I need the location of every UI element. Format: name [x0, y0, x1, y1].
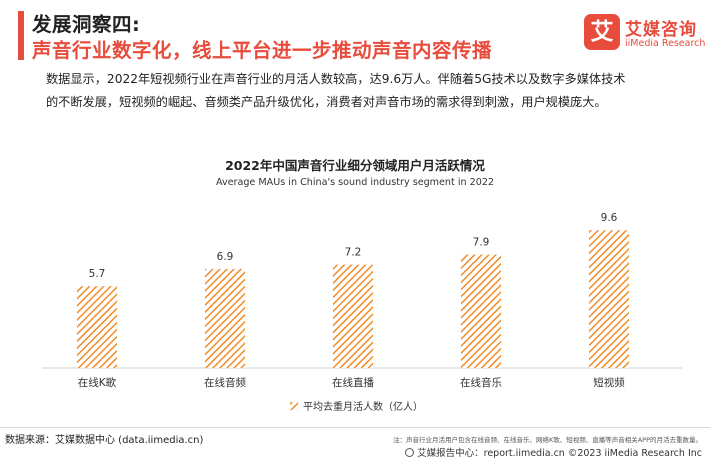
- bar-value-label: 5.7: [89, 268, 106, 280]
- legend-swatch: [290, 402, 298, 410]
- footnote: 注：声音行业月活用户包含在线音频、在线音乐、网络K歌、短视频、直播等声音相关AP…: [392, 436, 702, 444]
- page-title-line2: 声音行业数字化，线上平台进一步推动声音内容传播: [32, 39, 493, 62]
- iimedia-logo: 艾 艾媒咨询 iiMedia Research: [584, 14, 706, 56]
- description-line1: 数据显示，2022年短视频行业在声音行业的月活人数较高，达9.6万人。伴随着5G…: [46, 72, 626, 86]
- bar-3: [333, 264, 373, 368]
- category-label: 短视频: [593, 376, 625, 389]
- bar-value-label: 7.9: [473, 237, 490, 249]
- category-label: 在线音频: [204, 376, 246, 389]
- bar-value-label: 6.9: [217, 251, 234, 263]
- bar-2: [205, 268, 245, 368]
- logo-name-en: iiMedia Research: [625, 38, 706, 49]
- footer-divider: [0, 427, 710, 428]
- bar-value-label: 7.2: [345, 247, 362, 259]
- logo-name-cn: 艾媒咨询: [625, 20, 697, 40]
- report-globe-icon: [405, 448, 415, 457]
- description: 数据显示，2022年短视频行业在声音行业的月活人数较高，达9.6万人。伴随着5G…: [46, 68, 676, 114]
- page-title-line1: 发展洞察四:: [32, 13, 141, 36]
- title-accent-bar: [18, 11, 24, 60]
- logo-mark-icon: 艾: [584, 14, 620, 50]
- category-label: 在线直播: [332, 376, 374, 389]
- bar-4: [461, 254, 501, 368]
- chart-subtitle: Average MAUs in China's sound industry s…: [215, 177, 495, 188]
- report-text: 艾媒报告中心：report.iimedia.cn ©2023 iiMedia R…: [417, 448, 702, 459]
- category-label: 在线音乐: [460, 376, 502, 389]
- legend-label: 平均去重月活人数（亿人）: [303, 400, 423, 413]
- report-credit: 艾媒报告中心：report.iimedia.cn ©2023 iiMedia R…: [405, 445, 702, 459]
- bar-5: [589, 230, 629, 368]
- chart-title: 2022年中国声音行业细分领域用户月活跃情况: [225, 158, 485, 173]
- bar-1: [77, 286, 117, 368]
- data-source: 数据来源：艾媒数据中心 (data.iimedia.cn): [5, 435, 204, 446]
- bar-value-label: 9.6: [601, 212, 618, 224]
- category-label: 在线K歌: [78, 376, 117, 389]
- description-line2: 的不断发展，短视频的崛起、音频类产品升级优化，消费者对声音市场的需求得到刺激，用…: [46, 95, 607, 109]
